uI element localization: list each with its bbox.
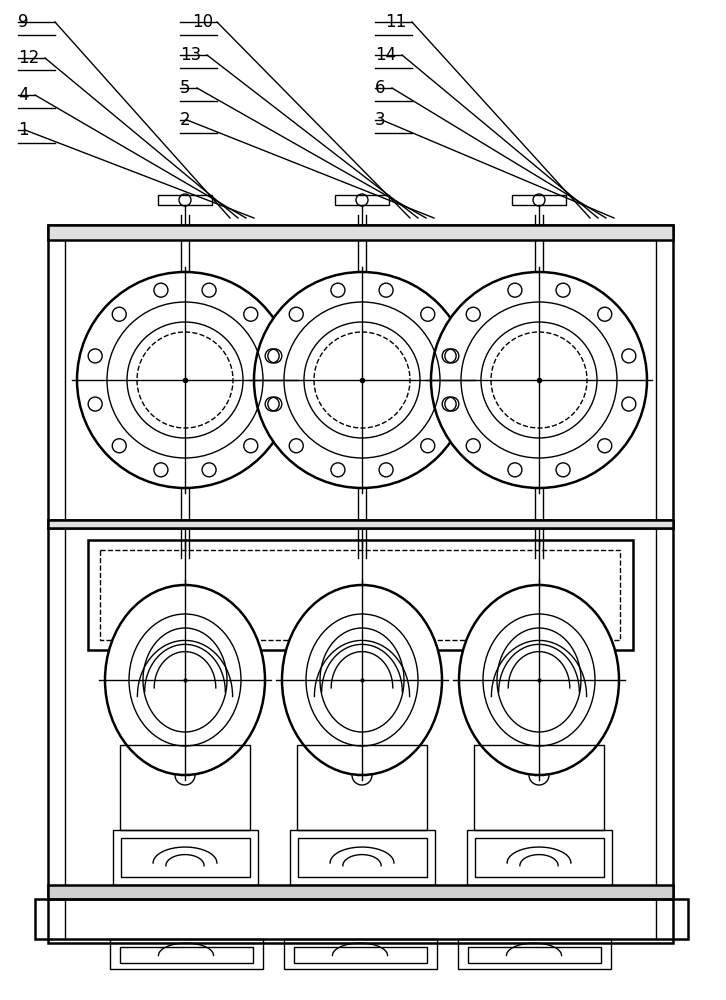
Bar [48, 225, 673, 943]
Ellipse shape [282, 585, 442, 775]
Text: 9: 9 [18, 13, 28, 31]
Bar [458, 939, 611, 969]
Bar [100, 550, 620, 640]
Text: 4: 4 [18, 86, 28, 104]
Bar [35, 899, 688, 939]
Bar [88, 540, 633, 650]
Bar [48, 520, 673, 528]
Bar [290, 830, 435, 885]
Bar [335, 195, 389, 205]
Bar [158, 195, 212, 205]
Text: 5: 5 [180, 79, 190, 97]
Text: 2: 2 [180, 111, 191, 129]
Bar [467, 830, 612, 885]
Bar [294, 947, 427, 963]
Ellipse shape [431, 272, 647, 488]
Ellipse shape [105, 585, 265, 775]
Bar [468, 947, 601, 963]
Bar [113, 830, 258, 885]
Ellipse shape [254, 272, 470, 488]
Ellipse shape [77, 272, 293, 488]
Bar [298, 838, 427, 877]
Text: 12: 12 [18, 49, 39, 67]
Text: 3: 3 [375, 111, 386, 129]
Text: 6: 6 [375, 79, 386, 97]
Bar [284, 939, 437, 969]
Text: 14: 14 [375, 46, 396, 64]
Text: 13: 13 [180, 46, 201, 64]
Bar [120, 947, 253, 963]
Bar [48, 885, 673, 899]
Bar [474, 745, 604, 830]
Bar [48, 225, 673, 240]
Bar [475, 838, 604, 877]
Text: 10: 10 [192, 13, 213, 31]
Bar [512, 195, 566, 205]
Bar [121, 838, 250, 877]
Bar [297, 745, 427, 830]
Text: 11: 11 [385, 13, 407, 31]
Bar [110, 939, 263, 969]
Text: 1: 1 [18, 121, 28, 139]
Ellipse shape [459, 585, 619, 775]
Bar [120, 745, 250, 830]
